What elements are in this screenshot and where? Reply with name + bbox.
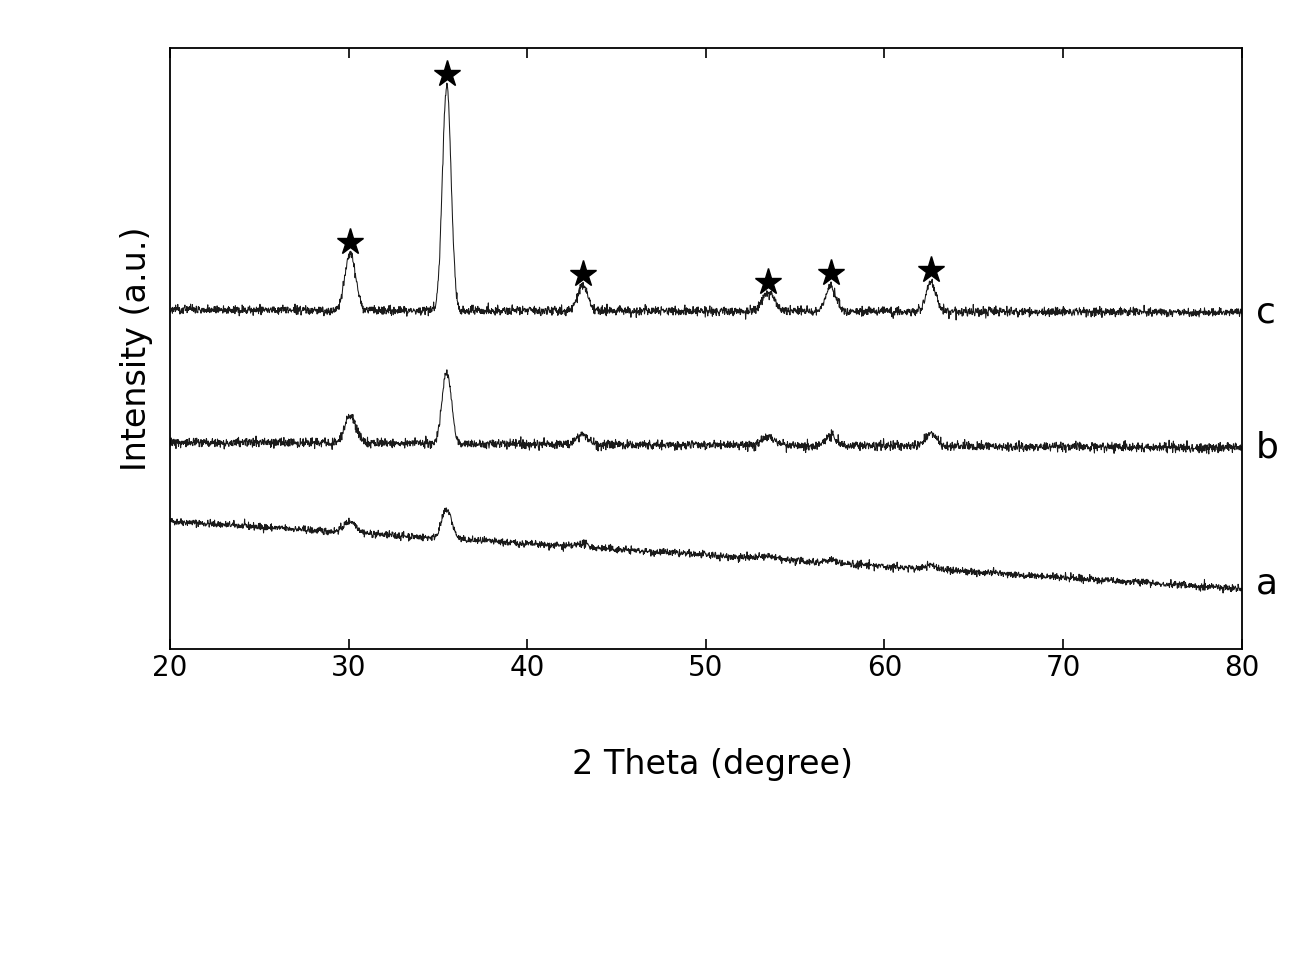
Y-axis label: Intensity (a.u.): Intensity (a.u.) xyxy=(120,226,153,471)
Text: a: a xyxy=(1256,566,1278,601)
Text: b: b xyxy=(1256,430,1278,464)
Text: c: c xyxy=(1256,295,1276,329)
Text: 2 Theta (degree): 2 Theta (degree) xyxy=(572,748,852,780)
